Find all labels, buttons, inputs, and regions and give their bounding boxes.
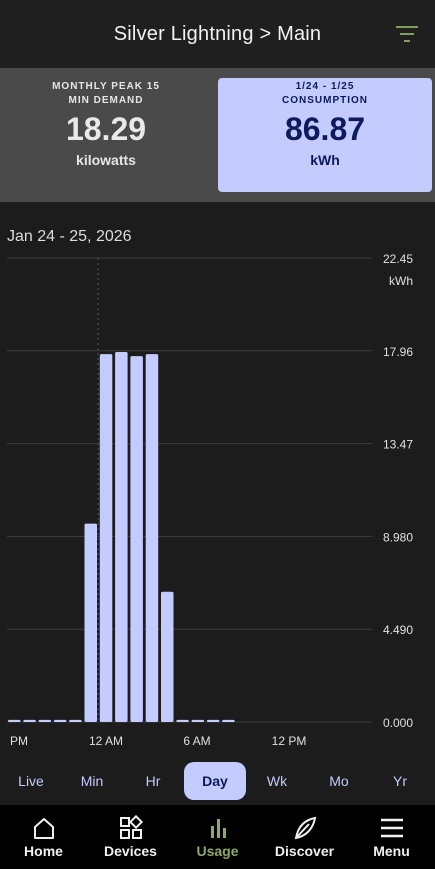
chart-bar [176,719,189,722]
chart-bar [99,354,113,722]
chart-bar [69,719,82,722]
page-title: Silver Lightning > Main [113,22,322,45]
nav-devices[interactable]: Devices [87,805,174,869]
y-tick-label: 13.47 [383,438,413,452]
x-tick-label: 12 AM [89,734,123,748]
demand-value: 18.29 [65,111,147,147]
demand-caption-2: MIN DEMAND [68,95,144,106]
y-unit-label: kWh [389,274,413,288]
y-tick-label: 8.980 [383,530,413,544]
nav-usage[interactable]: Usage [174,805,261,869]
nav-label: Menu [373,843,410,859]
leaf-icon [294,816,316,840]
range-min[interactable]: Min [80,773,104,789]
consumption-value: 86.87 [284,111,366,147]
app-header: Silver Lightning > Main [0,0,435,68]
chart-bar [38,719,52,722]
usage-icon [210,819,226,838]
menu-icon [380,818,403,838]
x-tick-label: 6 AM [183,734,210,748]
chart-bar [130,356,143,722]
range-wk[interactable]: Wk [266,773,288,789]
chart-bar [191,719,205,722]
range-selector: Live Min Hr Day Wk Mo Yr [0,760,435,802]
bottom-nav: Home Devices Usage Discover Menu [0,805,435,869]
nav-discover[interactable]: Discover [261,805,348,869]
home-icon [33,818,54,839]
devices-icon [119,815,143,839]
consumption-unit: kWh [310,152,340,168]
y-tick-label: 17.96 [383,345,413,359]
chart-bar [84,523,97,722]
chart-bar [8,719,21,722]
y-tick-label: 0.000 [383,716,413,730]
x-tick-label: PM [10,734,28,748]
filter-button[interactable] [395,22,419,46]
chart-bar [53,719,67,722]
chart-bar [115,352,128,722]
nav-home[interactable]: Home [0,805,87,869]
range-yr[interactable]: Yr [393,773,407,789]
chart-bar [23,719,36,722]
peak-demand-card[interactable]: MONTHLY PEAK 15 MIN DEMAND 18.29 kilowat… [8,78,204,192]
x-tick-label: 12 PM [272,734,307,748]
range-day[interactable]: Day [184,762,246,800]
nav-menu[interactable]: Menu [348,805,435,869]
consumption-caption-1: 1/24 - 1/25 [295,81,355,92]
nav-label: Home [24,843,63,859]
chart-bar [206,719,220,722]
y-tick-label: 22.45 [383,252,413,266]
consumption-card[interactable]: 1/24 - 1/25 CONSUMPTION 86.87 kWh [218,78,432,192]
range-mo[interactable]: Mo [329,773,349,789]
chart-bar [222,719,235,722]
range-hr[interactable]: Hr [145,773,161,789]
demand-unit: kilowatts [76,152,136,168]
nav-label: Devices [104,843,157,859]
nav-label: Usage [196,843,239,859]
y-tick-label: 4.490 [383,623,413,637]
summary-panel: MONTHLY PEAK 15 MIN DEMAND 18.29 kilowat… [0,68,435,202]
demand-caption-1: MONTHLY PEAK 15 [52,81,160,92]
chart-bar [161,591,174,722]
consumption-caption-2: CONSUMPTION [282,95,368,106]
chart-bar [145,354,159,722]
date-range-label: Jan 24 - 25, 2026 [7,228,132,245]
usage-chart[interactable]: 22.45 17.96 13.47 8.980 4.490 0.000 kWh PM 12 AM… [0,250,435,755]
filter-icon [396,26,418,42]
range-live[interactable]: Live [18,773,44,789]
nav-label: Discover [274,843,335,859]
